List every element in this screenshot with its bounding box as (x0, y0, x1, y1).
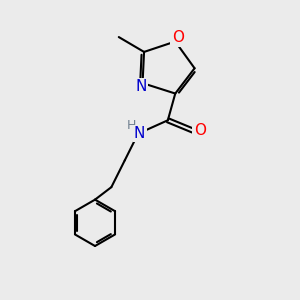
Text: O: O (194, 123, 206, 138)
Text: H: H (126, 119, 136, 132)
Text: O: O (172, 30, 184, 45)
Text: N: N (134, 126, 145, 141)
Text: N: N (135, 79, 147, 94)
